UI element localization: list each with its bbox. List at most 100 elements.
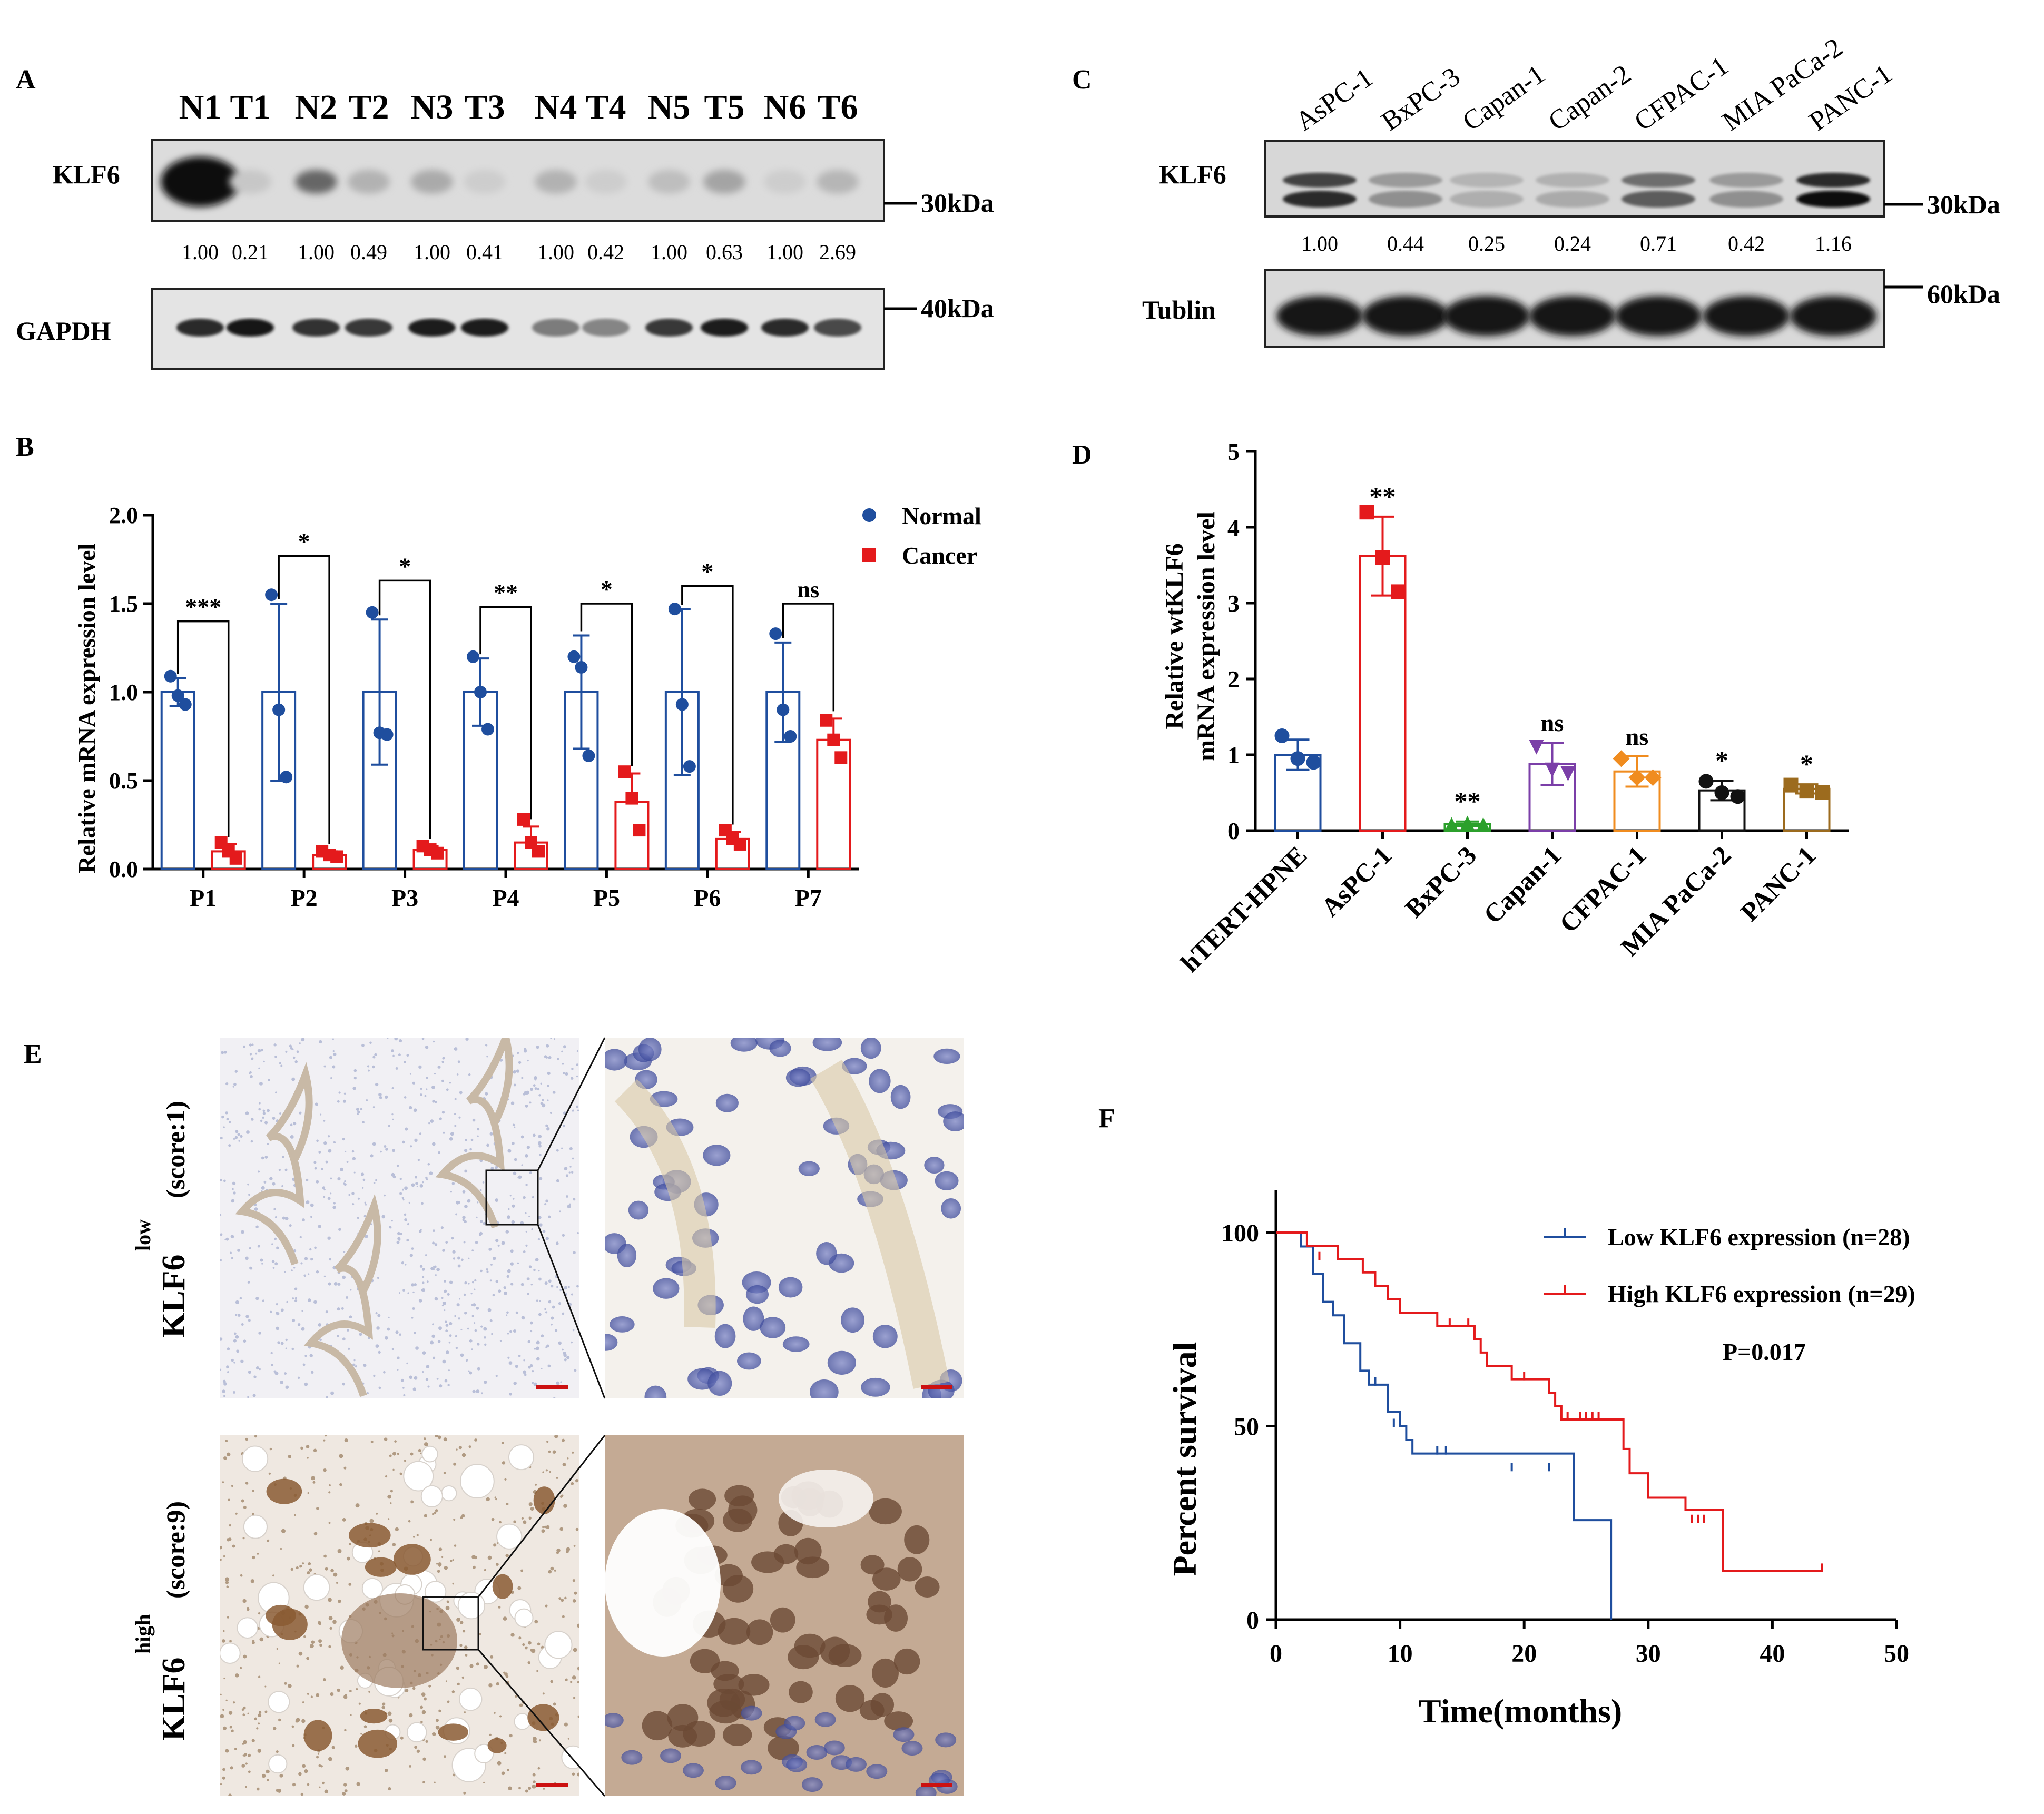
tissue-dot — [222, 1379, 226, 1383]
tissue-dot — [542, 1526, 544, 1529]
stained-nucleus — [770, 1607, 795, 1633]
cell-nucleus — [915, 1785, 937, 1796]
tissue-dot — [250, 1075, 253, 1078]
tissue-dot — [483, 1221, 486, 1225]
tissue-dot — [427, 1162, 430, 1166]
tublin-band-0 — [1276, 296, 1363, 336]
tissue-dot — [554, 1569, 556, 1572]
tissue-dot — [281, 1529, 286, 1533]
stained-nucleus — [718, 1618, 751, 1645]
quant-N5: 1.00 — [651, 240, 687, 264]
tissue-dot — [545, 1124, 548, 1128]
lane-label-CFPAC-1: CFPAC-1 — [1629, 51, 1734, 137]
tissue-dot — [541, 1529, 545, 1533]
adipocyte — [303, 1574, 330, 1601]
tissue-dot — [448, 1341, 451, 1344]
tissue-dot — [439, 1384, 443, 1388]
point-normal — [179, 698, 192, 711]
lane-label-T4: T4 — [585, 88, 626, 126]
tissue-dot — [313, 1448, 317, 1452]
tissue-dot — [304, 1257, 308, 1260]
klf6-band-T1 — [229, 170, 271, 194]
tissue-dot — [486, 1270, 489, 1273]
tissue-dot — [337, 1307, 340, 1311]
tissue-dot — [476, 1389, 480, 1394]
tissue-dot — [378, 1350, 381, 1354]
tissue-dot — [245, 1482, 249, 1485]
significance-bracket — [479, 606, 532, 820]
tissue-dot — [346, 1161, 349, 1163]
blot-c-tublin-label: Tublin — [1142, 295, 1216, 324]
lane-label-N5: N5 — [648, 88, 691, 126]
tissue-dot — [254, 1435, 258, 1438]
tissue-dot — [332, 1620, 337, 1624]
tissue-dot — [561, 1599, 564, 1602]
tissue-dot — [329, 1056, 332, 1059]
tissue-dot — [479, 1189, 482, 1191]
tissue-dot — [279, 1773, 283, 1778]
tissue-dot — [247, 1608, 250, 1611]
tissue-dot — [221, 1051, 224, 1054]
significance-P5: * — [601, 576, 613, 603]
tissue-dot — [477, 1201, 479, 1204]
tissue-dot — [486, 1056, 488, 1058]
tissue-dot — [511, 1141, 515, 1145]
tissue-dot — [408, 1201, 410, 1204]
tissue-dot — [422, 1371, 424, 1373]
tissue-dot — [435, 1726, 440, 1730]
tissue-dot — [350, 1289, 352, 1291]
tissue-dot — [328, 1616, 333, 1621]
tissue-dot — [542, 1692, 545, 1695]
tissue-dot — [509, 1195, 512, 1197]
tissue-dot — [565, 1195, 568, 1198]
tissue-dot — [337, 1177, 341, 1181]
x-tick-label-P5: P5 — [593, 884, 620, 911]
tissue-dot — [463, 1791, 466, 1795]
adipocyte — [220, 1642, 241, 1664]
tissue-dot — [418, 1299, 422, 1303]
panel-label-d: D — [1072, 440, 1092, 470]
tissue-dot — [370, 1223, 372, 1226]
tissue-dot — [562, 1312, 565, 1315]
tissue-dot — [451, 1182, 455, 1185]
tissue-dot — [471, 1315, 474, 1317]
tissue-dot — [411, 1247, 414, 1250]
tissue-dot — [372, 1056, 376, 1059]
tissue-dot — [328, 1645, 331, 1648]
tissue-dot — [561, 1494, 564, 1497]
tissue-dot — [222, 1768, 225, 1771]
tissue-dot — [364, 1201, 366, 1204]
x-tick-label-hTERT-HPNE: hTERT-HPNE — [1175, 840, 1312, 978]
tissue-dot — [295, 1719, 299, 1723]
significance-P2: * — [298, 528, 310, 555]
tissue-dot — [449, 1334, 452, 1337]
tissue-dot — [248, 1371, 251, 1374]
cell-nucleus — [682, 1763, 704, 1778]
tissue-dot — [252, 1555, 256, 1560]
tissue-dot — [414, 1376, 418, 1380]
tissue-dot — [405, 1127, 408, 1131]
tissue-dot — [391, 1348, 394, 1350]
tissue-dot — [462, 1219, 465, 1221]
tissue-dot — [483, 1781, 485, 1783]
klf6-lower-band-5 — [1709, 191, 1783, 208]
legend-b-cancer-marker — [862, 548, 876, 562]
tissue-dot — [222, 1389, 225, 1393]
klf6-lower-band-0 — [1283, 191, 1357, 208]
tissue-dot — [464, 1312, 467, 1315]
tissue-dot — [369, 1519, 374, 1523]
tissue-dot — [256, 1366, 260, 1370]
tissue-dot — [409, 1765, 411, 1768]
tissue-dot — [518, 1787, 521, 1790]
cell-nucleus — [605, 1713, 624, 1728]
tissue-dot — [436, 1377, 439, 1380]
tissue-dot — [420, 1705, 424, 1709]
stained-nucleus — [789, 1681, 813, 1703]
tissue-dot — [498, 1289, 502, 1293]
tissue-dot — [570, 1077, 574, 1080]
x-tick-label-P4: P4 — [492, 884, 519, 911]
tissue-dot — [487, 1555, 492, 1560]
zoom-connector — [537, 1037, 606, 1171]
tissue-dot — [264, 1710, 268, 1713]
tissue-dot — [280, 1308, 284, 1312]
